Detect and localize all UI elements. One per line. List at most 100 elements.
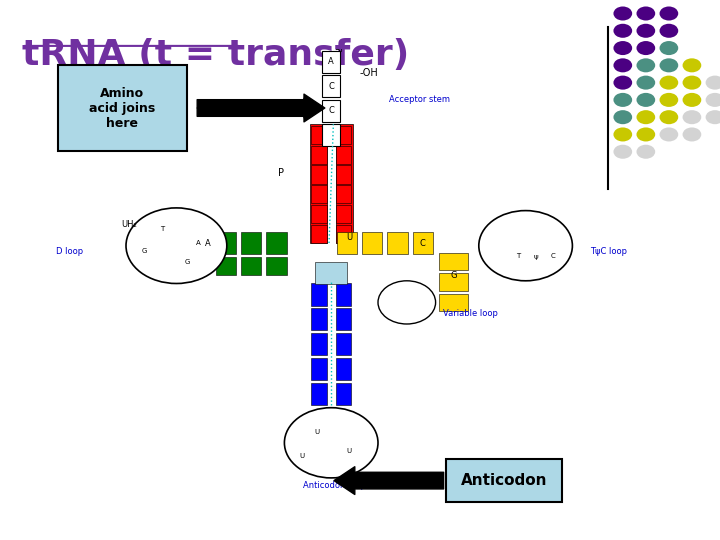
Circle shape — [613, 58, 632, 72]
Bar — [266, 232, 287, 254]
Circle shape — [660, 110, 678, 124]
Text: 5': 5' — [298, 103, 307, 113]
Bar — [387, 232, 408, 254]
Circle shape — [660, 58, 678, 72]
Circle shape — [479, 211, 572, 281]
Text: A: A — [196, 240, 200, 246]
Circle shape — [636, 76, 655, 90]
Circle shape — [636, 58, 655, 72]
Text: T: T — [516, 253, 521, 260]
Text: C: C — [328, 82, 334, 91]
Circle shape — [660, 41, 678, 55]
Text: Anticodon: Anticodon — [461, 473, 547, 488]
Circle shape — [613, 76, 632, 90]
Text: UH₂: UH₂ — [121, 220, 137, 228]
Bar — [336, 284, 351, 306]
Circle shape — [660, 6, 678, 21]
Bar — [323, 124, 340, 146]
Circle shape — [706, 76, 720, 90]
FancyArrowPatch shape — [334, 467, 444, 495]
Bar — [439, 294, 468, 311]
Circle shape — [636, 24, 655, 38]
Bar — [362, 232, 382, 254]
Circle shape — [636, 93, 655, 107]
Bar — [310, 124, 327, 243]
Bar — [311, 126, 327, 144]
Bar — [336, 185, 351, 204]
Circle shape — [126, 208, 227, 284]
Circle shape — [613, 41, 632, 55]
Circle shape — [378, 281, 436, 324]
FancyBboxPatch shape — [446, 459, 562, 502]
Bar — [336, 358, 351, 380]
Text: G: G — [450, 271, 457, 280]
Circle shape — [636, 6, 655, 21]
Bar — [311, 333, 327, 355]
Text: -OH: -OH — [360, 68, 379, 78]
Bar — [311, 205, 327, 223]
Bar — [315, 262, 347, 284]
Circle shape — [613, 24, 632, 38]
Text: C: C — [551, 253, 555, 260]
Circle shape — [683, 76, 701, 90]
Bar — [336, 383, 351, 405]
Text: G: G — [184, 259, 190, 265]
Text: C: C — [420, 239, 426, 247]
Bar — [337, 232, 357, 254]
Bar — [216, 257, 236, 275]
Circle shape — [706, 93, 720, 107]
Circle shape — [683, 93, 701, 107]
Bar — [311, 165, 327, 184]
Bar — [336, 124, 353, 243]
Bar — [311, 284, 327, 306]
Bar — [336, 308, 351, 330]
Bar — [266, 257, 287, 275]
Circle shape — [660, 93, 678, 107]
Text: Anticodon loop: Anticodon loop — [303, 481, 366, 490]
Circle shape — [660, 127, 678, 141]
Text: TψC loop: TψC loop — [590, 247, 627, 255]
Bar — [323, 51, 340, 73]
Bar — [216, 232, 236, 254]
Bar — [323, 99, 340, 122]
Bar — [439, 273, 468, 291]
Bar — [323, 76, 340, 97]
Text: A: A — [204, 239, 210, 247]
Text: U: U — [300, 453, 305, 460]
Circle shape — [613, 93, 632, 107]
Circle shape — [636, 145, 655, 159]
Bar — [439, 253, 468, 270]
FancyArrowPatch shape — [197, 94, 325, 122]
Bar — [311, 225, 327, 243]
Bar — [336, 165, 351, 184]
Bar — [311, 383, 327, 405]
Bar — [311, 185, 327, 204]
Circle shape — [636, 41, 655, 55]
Text: U: U — [314, 429, 320, 435]
Bar — [336, 146, 351, 164]
Circle shape — [613, 6, 632, 21]
Bar — [241, 257, 261, 275]
Circle shape — [660, 76, 678, 90]
FancyBboxPatch shape — [58, 65, 187, 151]
Text: G: G — [141, 248, 147, 254]
Text: D loop: D loop — [55, 247, 83, 255]
Circle shape — [613, 145, 632, 159]
Text: P: P — [279, 168, 284, 178]
Bar — [336, 126, 351, 144]
Text: Variable loop: Variable loop — [443, 309, 498, 318]
Text: Acceptor stem: Acceptor stem — [389, 96, 450, 104]
Text: U: U — [346, 233, 352, 242]
Circle shape — [636, 127, 655, 141]
Text: U: U — [346, 448, 352, 454]
Circle shape — [683, 58, 701, 72]
Bar — [336, 333, 351, 355]
Text: T: T — [160, 226, 164, 233]
Circle shape — [613, 110, 632, 124]
Circle shape — [613, 127, 632, 141]
Bar — [311, 146, 327, 164]
Bar — [413, 232, 433, 254]
Circle shape — [683, 110, 701, 124]
Text: ψ: ψ — [534, 253, 539, 260]
Circle shape — [683, 127, 701, 141]
